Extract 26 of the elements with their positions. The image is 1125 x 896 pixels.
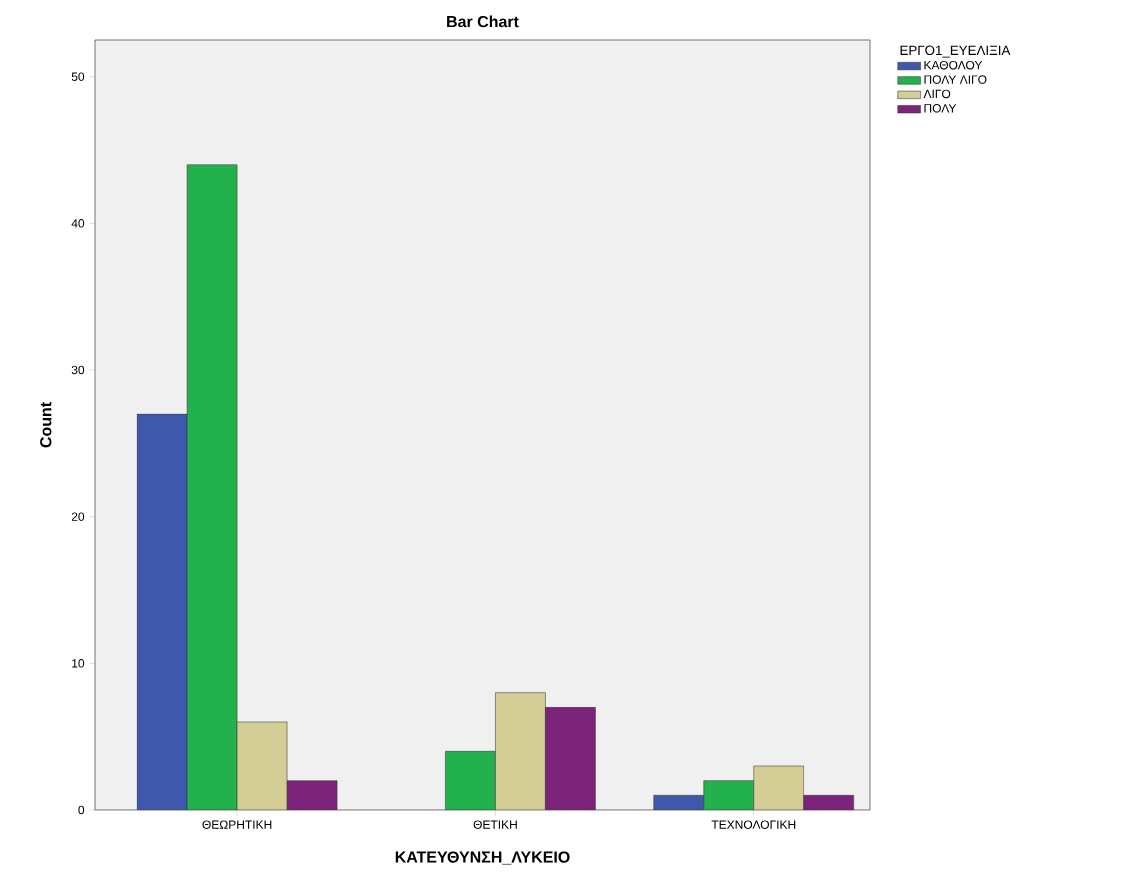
legend-label: ΚΑΘΟΛΟΥ [924,60,983,70]
bar [136,413,188,810]
bar [236,721,288,810]
bar [495,692,546,810]
bar [186,164,238,810]
y-tick-label: 0 [78,805,85,815]
y-tick-label: 20 [71,512,85,521]
bar [286,780,338,810]
bar [703,780,755,810]
y-tick-label: 50 [71,72,85,81]
x-axis-title: ΚΑΤΕΥΘΥΝΣΗ_ΛΥΚΕΙΟ [395,851,570,865]
legend-label: ΠΟΛΥ ΛΙΓΟ [924,75,987,84]
chart-title: Bar Chart [447,15,519,28]
legend-title: ΕΡΓΟ1_ΕΥΕΛΙΞΙΑ [900,45,1011,58]
bar [753,765,805,810]
bar [545,707,596,810]
legend-label: ΛΙΓΟ [923,89,951,99]
y-tick-label: 40 [71,219,85,228]
y-tick-label: 30 [71,365,85,375]
legend-label: ΠΟΛΥ [924,104,957,113]
y-axis-title: Count [40,402,52,448]
x-tick-label: ΘΕΩΡΗΤΙΚΗ [202,820,272,829]
x-tick-label: ΘΕΤΙΚΗ [473,820,517,829]
x-tick-label: ΤΕΧΝΟΛΟΓΙΚΗ [711,820,796,829]
y-tick-label: 10 [72,659,85,668]
bar [445,751,496,810]
